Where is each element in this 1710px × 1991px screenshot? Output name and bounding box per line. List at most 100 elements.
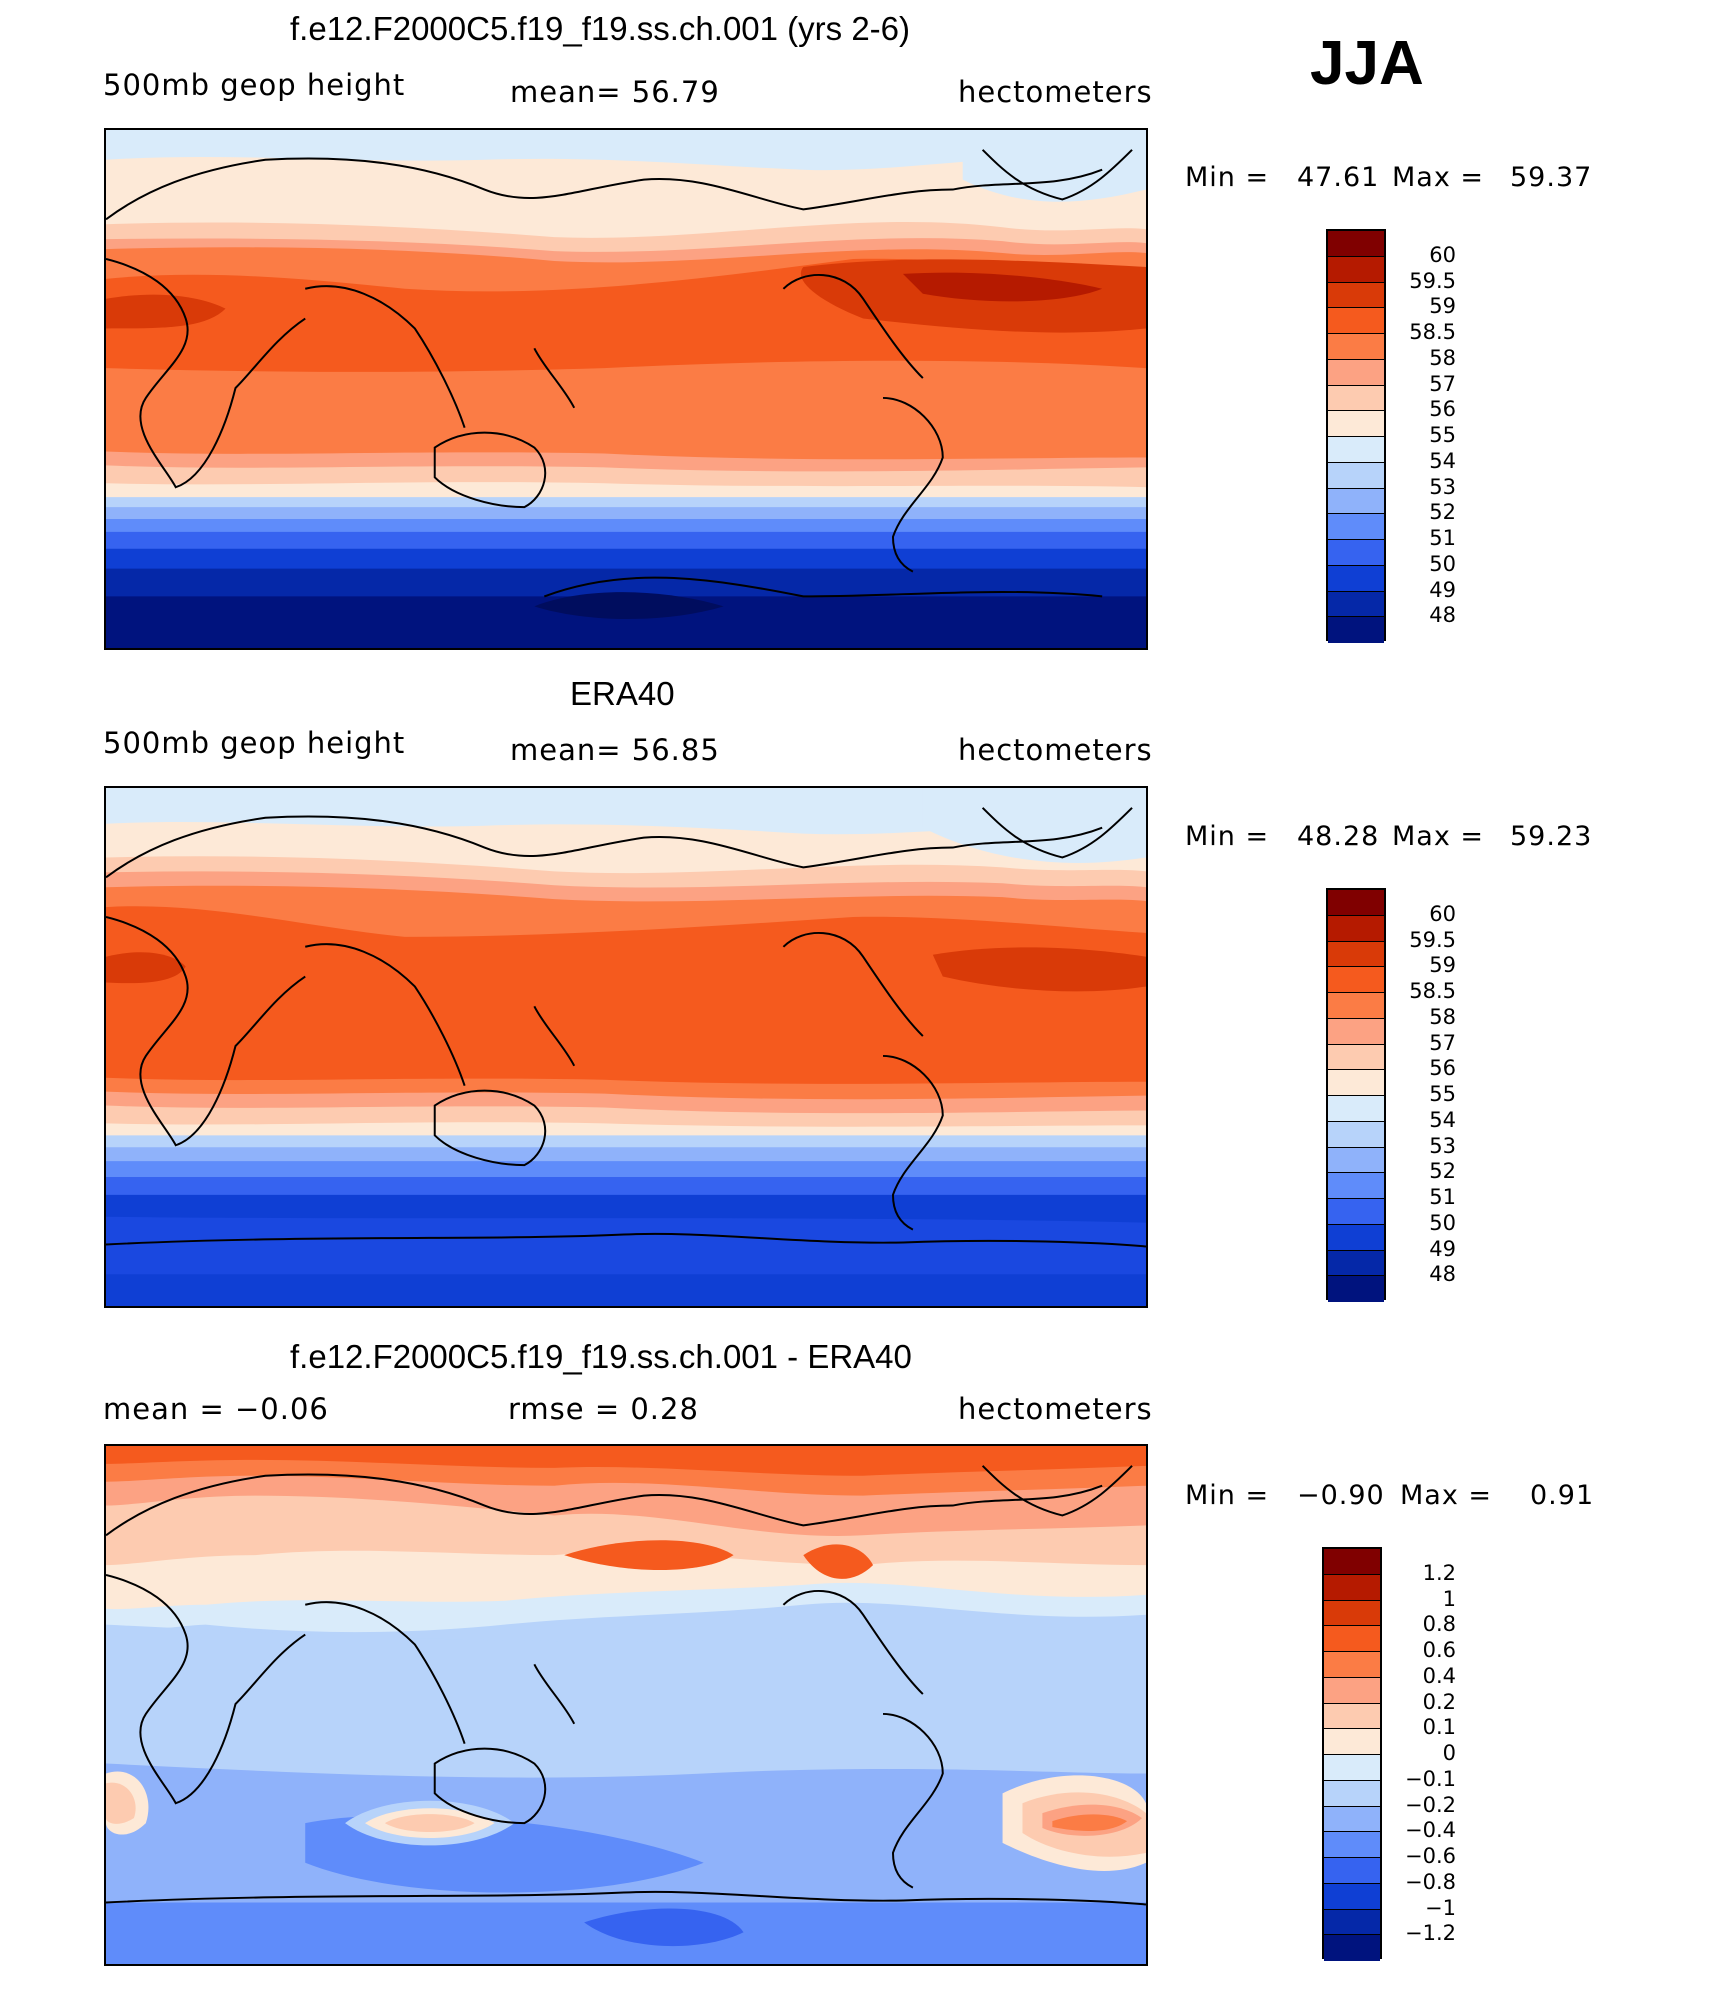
panel-0-max-label: Max = <box>1392 162 1485 193</box>
colorbar-swatch <box>1324 1832 1380 1858</box>
panel-0-mean-label: mean= 56.79 <box>510 75 720 109</box>
colorbar-tick-label: 0.4 <box>1422 1663 1456 1688</box>
colorbar-tick-label: 53 <box>1429 474 1456 499</box>
colorbar-tick-label: 58.5 <box>1409 979 1456 1003</box>
colorbar-tick-label: −0.8 <box>1405 1869 1456 1894</box>
panel-2-max-value: 0.91 <box>1530 1480 1595 1511</box>
panel-0-min-label: Min = <box>1185 162 1270 193</box>
colorbar-tick-label: 56 <box>1429 1056 1456 1081</box>
panel-0-max-value: 59.37 <box>1510 162 1593 193</box>
colorbar-tick-label: −1.2 <box>1405 1921 1456 1946</box>
colorbar-swatch <box>1328 591 1384 618</box>
colorbar-swatch <box>1328 359 1384 386</box>
colorbar-swatch <box>1328 1147 1384 1174</box>
colorbar-tick-label: 60 <box>1429 901 1456 926</box>
colorbar-tick-label: 58 <box>1429 1004 1456 1029</box>
panel-0-min-value: 47.61 <box>1297 162 1380 193</box>
colorbar-swatch <box>1328 1121 1384 1148</box>
panel-2-min-value: −0.90 <box>1297 1480 1385 1511</box>
colorbar-tick-label: 56 <box>1429 397 1456 422</box>
colorbar-swatch <box>1328 1070 1384 1096</box>
colorbar-swatch <box>1328 514 1384 540</box>
panel-2-colorbar <box>1322 1547 1382 1961</box>
colorbar-tick-label: 59 <box>1429 294 1456 319</box>
colorbar-swatch <box>1324 1574 1380 1601</box>
panel-1-mean-label: mean= 56.85 <box>510 733 720 767</box>
colorbar-tick-label: 53 <box>1429 1133 1456 1158</box>
panel-2-rmse-label: rmse = 0.28 <box>508 1392 699 1426</box>
panel-1-units-label: hectometers <box>958 733 1153 767</box>
colorbar-tick-label: 59.5 <box>1409 268 1456 293</box>
colorbar-swatch <box>1328 1173 1384 1199</box>
colorbar-tick-label: 51 <box>1429 1185 1456 1209</box>
panel-2-min-label: Min = <box>1185 1480 1270 1511</box>
colorbar-swatch <box>1324 1652 1380 1678</box>
colorbar-tick-label: 50 <box>1429 1210 1456 1235</box>
colorbar-swatch <box>1328 1096 1384 1122</box>
colorbar-tick-label: 59.5 <box>1409 927 1456 952</box>
colorbar-tick-label: 59 <box>1429 953 1456 978</box>
colorbar-swatch <box>1324 1677 1380 1704</box>
colorbar-swatch <box>1328 488 1384 515</box>
colorbar-tick-label: 48 <box>1429 603 1456 628</box>
panel-2-colorbar-labels: 1.2 1 0.8 0.6 0.4 0.2 0.1 0 −0.1 −0.2 −0.4 −0.6 −0.8… <box>1330 1547 1456 1959</box>
colorbar-tick-label: 54 <box>1429 448 1456 473</box>
panel-1-max-label: Max = <box>1392 821 1485 852</box>
colorbar-tick-label: 52 <box>1429 1159 1456 1184</box>
colorbar-swatch <box>1324 1600 1380 1627</box>
colorbar-swatch <box>1328 308 1384 334</box>
colorbar-tick-label: 58 <box>1429 345 1456 370</box>
colorbar-swatch <box>1328 462 1384 489</box>
colorbar-tick-label: 51 <box>1429 526 1456 550</box>
colorbar-tick-label: 0.8 <box>1422 1612 1456 1637</box>
colorbar-swatch <box>1328 617 1384 643</box>
colorbar-swatch <box>1324 1703 1380 1730</box>
colorbar-tick-label: −0.4 <box>1405 1818 1456 1843</box>
colorbar-swatch <box>1324 1755 1380 1781</box>
colorbar-swatch <box>1328 993 1384 1019</box>
colorbar-tick-label: 49 <box>1429 577 1456 602</box>
panel-2-map <box>104 1444 1148 1966</box>
colorbar-swatch <box>1328 1044 1384 1071</box>
panel-1-variable-label: 500mb geop height <box>103 726 406 760</box>
colorbar-swatch <box>1324 1729 1380 1755</box>
colorbar-tick-label: 52 <box>1429 500 1456 525</box>
panel-0-colorbar <box>1326 229 1386 643</box>
colorbar-swatch <box>1328 915 1384 942</box>
colorbar-swatch <box>1324 1883 1380 1910</box>
colorbar-swatch <box>1328 256 1384 283</box>
colorbar-tick-label: 58.5 <box>1409 320 1456 344</box>
panel-0-units-label: hectometers <box>958 75 1153 109</box>
colorbar-tick-label: 48 <box>1429 1262 1456 1287</box>
colorbar-swatch <box>1324 1935 1380 1961</box>
colorbar-swatch <box>1328 1250 1384 1277</box>
colorbar-tick-label: 50 <box>1429 551 1456 576</box>
colorbar-tick-label: 54 <box>1429 1107 1456 1132</box>
colorbar-swatch <box>1324 1780 1380 1807</box>
colorbar-swatch <box>1328 1276 1384 1302</box>
colorbar-tick-label: 60 <box>1429 242 1456 267</box>
colorbar-tick-label: −0.2 <box>1405 1792 1456 1817</box>
season-label: JJA <box>1310 29 1424 98</box>
colorbar-swatch <box>1328 231 1384 257</box>
colorbar-tick-label: 49 <box>1429 1236 1456 1261</box>
colorbar-tick-label: 57 <box>1429 1030 1456 1055</box>
panel-1-max-value: 59.23 <box>1510 821 1593 852</box>
panel-1-contour-field <box>106 788 1146 1306</box>
colorbar-tick-label: 57 <box>1429 371 1456 396</box>
panel-1-colorbar <box>1326 888 1386 1302</box>
panel-0-map <box>104 128 1148 650</box>
colorbar-swatch <box>1328 411 1384 437</box>
colorbar-tick-label: 1 <box>1442 1586 1456 1611</box>
panel-0-title: f.e12.F2000C5.f19_f19.ss.ch.001 (yrs 2-6… <box>290 10 911 47</box>
colorbar-swatch <box>1328 890 1384 916</box>
colorbar-tick-label: 0 <box>1442 1741 1456 1765</box>
panel-1-map <box>104 786 1148 1308</box>
panel-1-coastlines <box>106 807 1146 1248</box>
panel-2-max-label: Max = <box>1400 1480 1493 1511</box>
colorbar-tick-label: −0.1 <box>1405 1766 1456 1791</box>
panel-0-contour-field <box>106 130 1146 648</box>
panel-2-coastlines <box>106 1465 1146 1906</box>
panel-2-contour-field <box>106 1446 1146 1964</box>
panel-2-units-label: hectometers <box>958 1392 1153 1426</box>
